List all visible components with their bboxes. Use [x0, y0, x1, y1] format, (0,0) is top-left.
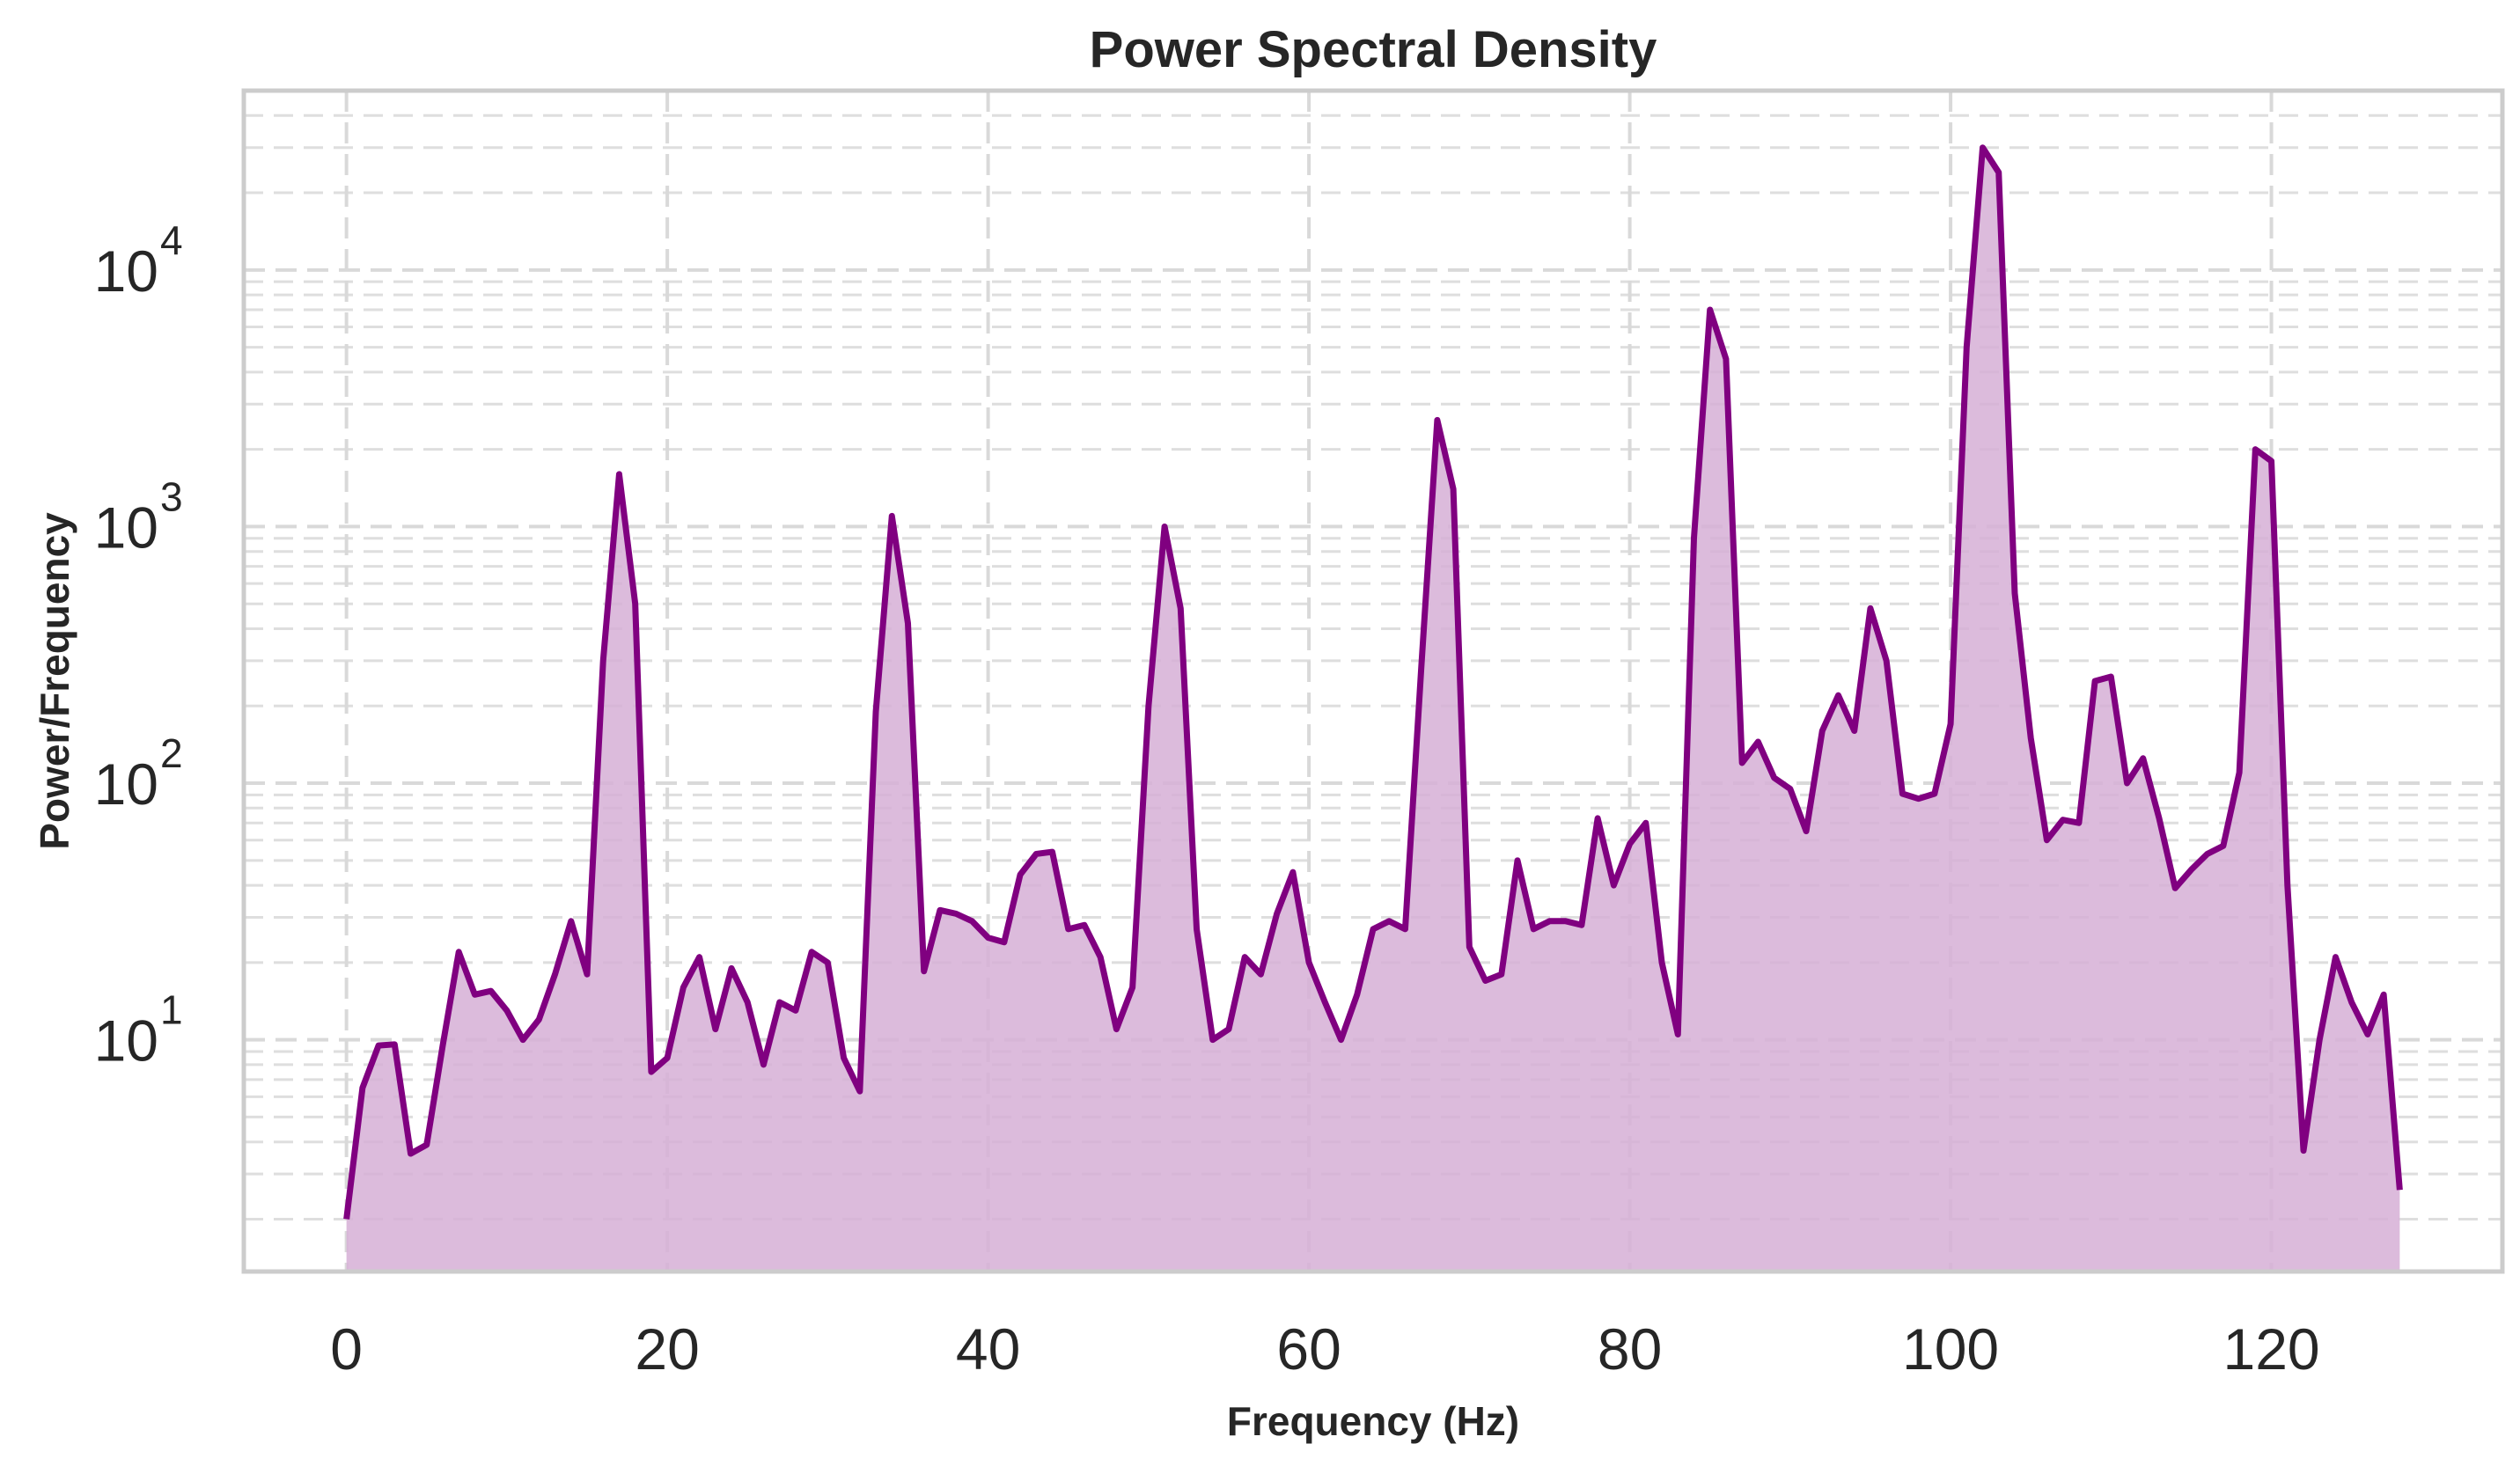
y-tick-label: 10 4: [94, 217, 183, 304]
y-tick-exponent: 3: [160, 473, 183, 519]
x-tick-label: 40: [956, 1316, 1020, 1382]
y-tick-base: 10: [94, 495, 158, 560]
x-tick-label: 20: [635, 1316, 699, 1382]
y-tick-base: 10: [94, 1008, 158, 1074]
plot-frame: [241, 88, 2505, 1274]
y-tick-label: 10 2: [94, 730, 183, 817]
x-tick-label: 60: [1276, 1316, 1341, 1382]
y-tick-base: 10: [94, 238, 158, 304]
x-tick-labels: 0 20 40 60 80 100 120: [330, 1316, 2319, 1382]
x-tick-label: 100: [1902, 1316, 1999, 1382]
y-tick-label: 10 3: [94, 473, 183, 560]
psd-area-fill: [346, 147, 2400, 1272]
y-tick-base: 10: [94, 751, 158, 817]
x-tick-label: 120: [2223, 1316, 2320, 1382]
x-tick-label: 80: [1598, 1316, 1662, 1382]
y-tick-exponent: 4: [160, 217, 183, 263]
y-tick-label: 10 1: [94, 987, 183, 1074]
y-tick-exponent: 2: [160, 730, 183, 776]
y-axis-label: Power/Frequency: [32, 512, 77, 850]
x-axis-label: Frequency (Hz): [1227, 1398, 1519, 1444]
y-tick-exponent: 1: [160, 987, 183, 1033]
chart-title: Power Spectral Density: [1090, 21, 1657, 78]
x-tick-label: 0: [330, 1316, 363, 1382]
psd-line: [343, 144, 2403, 1220]
